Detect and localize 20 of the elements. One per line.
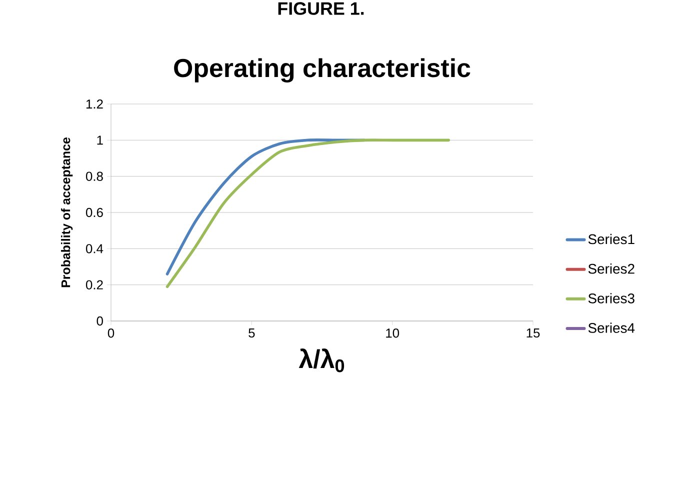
legend-label: Series2 bbox=[588, 264, 634, 274]
chart-title: Operating characteristic bbox=[174, 58, 470, 82]
y-axis-title: Probability of acceptance bbox=[61, 138, 73, 288]
x-tick-label: 5 bbox=[248, 328, 255, 338]
y-tick-label: 1.2 bbox=[86, 99, 103, 109]
line-series bbox=[166, 138, 450, 288]
legend-label: Series3 bbox=[588, 293, 634, 304]
legend-label: Series1 bbox=[588, 234, 634, 244]
y-tick-label: 0 bbox=[96, 316, 103, 326]
caption: FIGURE 1. bbox=[278, 2, 364, 15]
x-tick-label: 0 bbox=[108, 328, 114, 338]
y-tick-label: 0.8 bbox=[86, 172, 103, 181]
y-tick-label: 0.4 bbox=[86, 244, 104, 254]
x-tick-label: 15 bbox=[526, 328, 540, 338]
x-tick-label: 10 bbox=[386, 328, 400, 338]
x-axis-title: λ/λ$_{0}$ bbox=[298, 348, 344, 372]
legend-label: Series4 bbox=[588, 322, 635, 333]
y-tick-label: 0.6 bbox=[86, 208, 103, 218]
y-tick-label: 0.2 bbox=[86, 280, 103, 290]
y-tick-label: 1 bbox=[97, 136, 103, 145]
